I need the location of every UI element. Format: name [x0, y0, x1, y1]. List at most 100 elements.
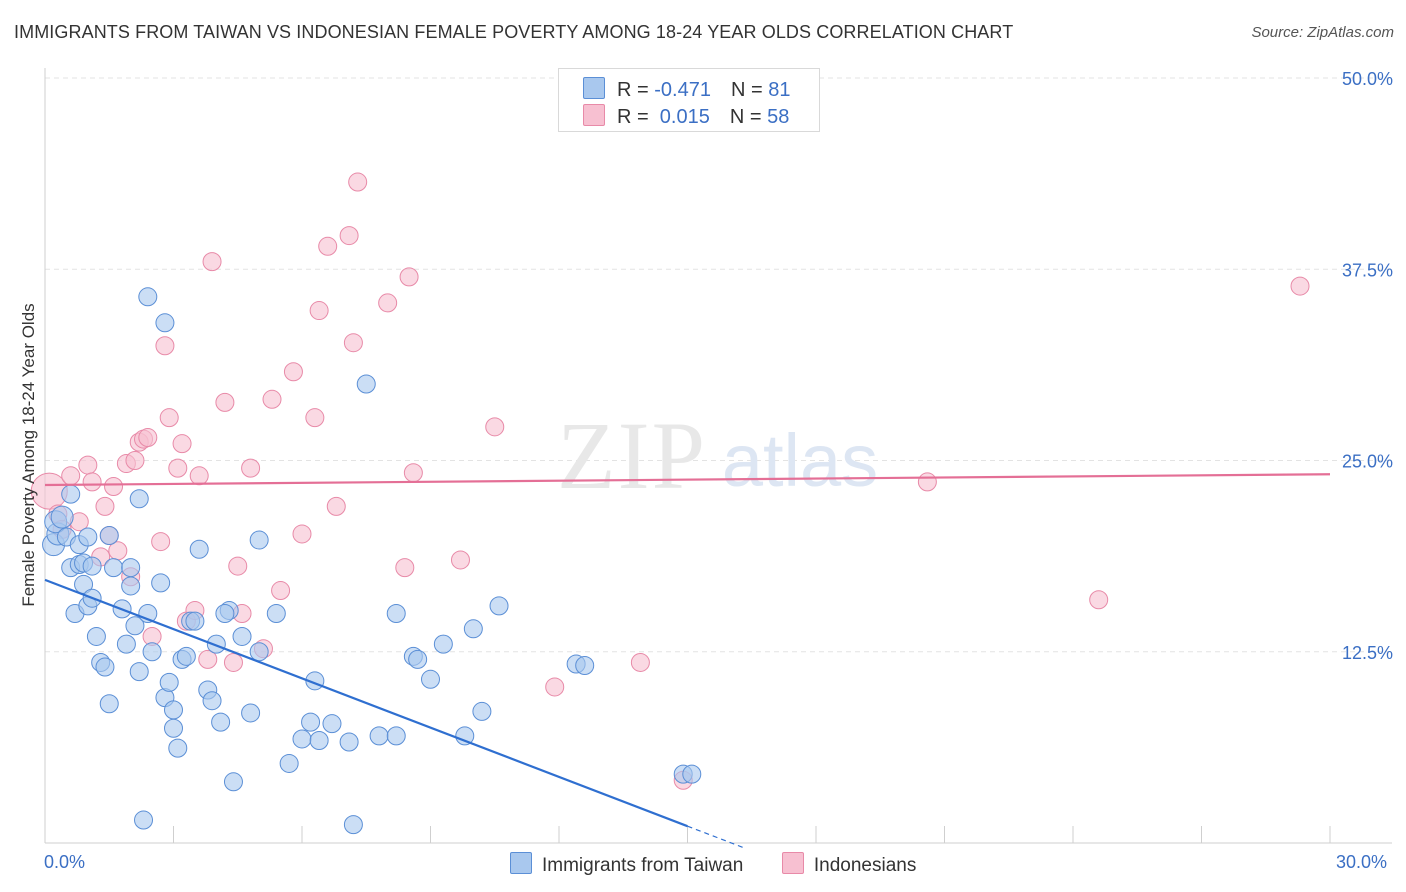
taiwan-point [61, 484, 81, 504]
indonesians-point [104, 477, 124, 497]
taiwan-point [292, 729, 312, 749]
taiwan-point [185, 611, 205, 631]
taiwan-point [339, 732, 359, 752]
taiwan-point [99, 694, 119, 714]
indonesians-point [403, 463, 423, 483]
source-label: Source: ZipAtlas.com [1251, 24, 1394, 41]
taiwan-point [682, 764, 702, 784]
indonesians-point [155, 336, 175, 356]
taiwan-point [455, 726, 475, 746]
indonesians-point [326, 496, 346, 516]
taiwan-point [232, 626, 252, 646]
indonesians-point [917, 472, 937, 492]
indonesians-point [318, 236, 338, 256]
indonesians-legend-swatch [781, 852, 804, 874]
taiwan-point [433, 634, 453, 654]
indonesians-point [348, 172, 368, 192]
taiwan-point [121, 576, 141, 596]
indonesians-point [125, 451, 145, 470]
indonesians-point [399, 267, 419, 287]
taiwan-point [279, 753, 299, 773]
axes [44, 68, 1392, 844]
indonesians-point [262, 389, 282, 409]
indonesians-point [1290, 276, 1310, 296]
y-tick-label: 50.0% [1342, 69, 1393, 89]
taiwan-points [42, 287, 702, 835]
taiwan-point [129, 662, 149, 682]
taiwan-point [99, 525, 119, 545]
taiwan-point [74, 574, 94, 594]
indonesians-point [82, 472, 102, 492]
indonesians-point [202, 252, 222, 272]
taiwan-point [86, 626, 106, 646]
taiwan-point [168, 738, 188, 758]
taiwan-point [322, 714, 342, 734]
indonesians-point [305, 408, 325, 428]
indonesians-point [309, 301, 329, 321]
y-tick-labels: 12.5% 25.0% 37.5% 50.0% [1342, 69, 1393, 663]
taiwan-point [206, 634, 226, 654]
indonesians-swatch [583, 104, 605, 126]
watermark-zip: ZIP [557, 402, 707, 509]
taiwan-point [408, 649, 428, 669]
taiwan-point [151, 573, 171, 593]
taiwan-point [463, 619, 483, 639]
legend-r-label: R = [617, 79, 655, 101]
legend-r-value: 0.015 [654, 106, 710, 128]
y-tick-label: 12.5% [1342, 643, 1393, 663]
indonesians-point [198, 649, 218, 669]
indonesians-point [271, 581, 291, 601]
chart-title: IMMIGRANTS FROM TAIWAN VS INDONESIAN FEM… [14, 22, 1014, 42]
legend-n-value: 58 [767, 106, 790, 128]
taiwan-point [159, 672, 179, 692]
indonesians-point [545, 677, 565, 697]
watermark: ZIP atlas [557, 402, 878, 509]
legend-row-indonesians: R = 0.015 N = 58 [583, 104, 789, 130]
taiwan-point [356, 374, 376, 394]
taiwan-point [215, 604, 235, 623]
legend-r-label: R = [617, 106, 655, 128]
indonesians-point [1089, 590, 1109, 610]
taiwan-point [50, 505, 74, 529]
taiwan-point [489, 596, 509, 616]
taiwan-point [164, 718, 183, 738]
correlation-legend: R = -0.471 N = 81 R = 0.015 N = 58 [558, 68, 820, 132]
taiwan-point [104, 558, 124, 578]
taiwan-point [142, 642, 162, 662]
indonesians-point [339, 226, 359, 246]
x-tick-max: 30.0% [1336, 852, 1388, 872]
taiwan-point [211, 712, 231, 732]
taiwan-point [164, 700, 183, 720]
legend-n-value: 81 [768, 79, 791, 101]
trend-lines [44, 473, 1331, 849]
taiwan-point [369, 726, 389, 746]
taiwan-point [386, 604, 406, 623]
indonesians-point [228, 556, 248, 576]
taiwan-point [129, 489, 149, 509]
taiwan-point [301, 712, 321, 732]
taiwan-swatch [583, 77, 605, 99]
indonesians-point [630, 652, 650, 672]
taiwan-point [421, 669, 440, 689]
taiwan-point [249, 642, 269, 662]
series-legend: Immigrants from Taiwan Indonesians [510, 852, 916, 877]
indonesians-point [450, 550, 470, 570]
taiwan-point [249, 530, 269, 550]
indonesians-point [172, 434, 192, 454]
indonesians-point [78, 455, 98, 475]
indonesians-point [485, 417, 505, 437]
x-tick-min: 0.0% [44, 852, 86, 872]
taiwan-trend-extension [687, 825, 744, 849]
taiwan-point [189, 539, 209, 559]
y-tick-label: 37.5% [1342, 260, 1393, 280]
taiwan-point [121, 558, 141, 578]
watermark-atlas: atlas [722, 419, 878, 502]
indonesians-point [223, 652, 243, 672]
indonesians-point [189, 466, 209, 486]
legend-n-label: N = [729, 106, 768, 128]
taiwan-point [472, 701, 492, 721]
y-tick-label: 25.0% [1342, 452, 1393, 472]
taiwan-legend-label: Immigrants from Taiwan [542, 855, 744, 876]
taiwan-point [155, 313, 175, 333]
